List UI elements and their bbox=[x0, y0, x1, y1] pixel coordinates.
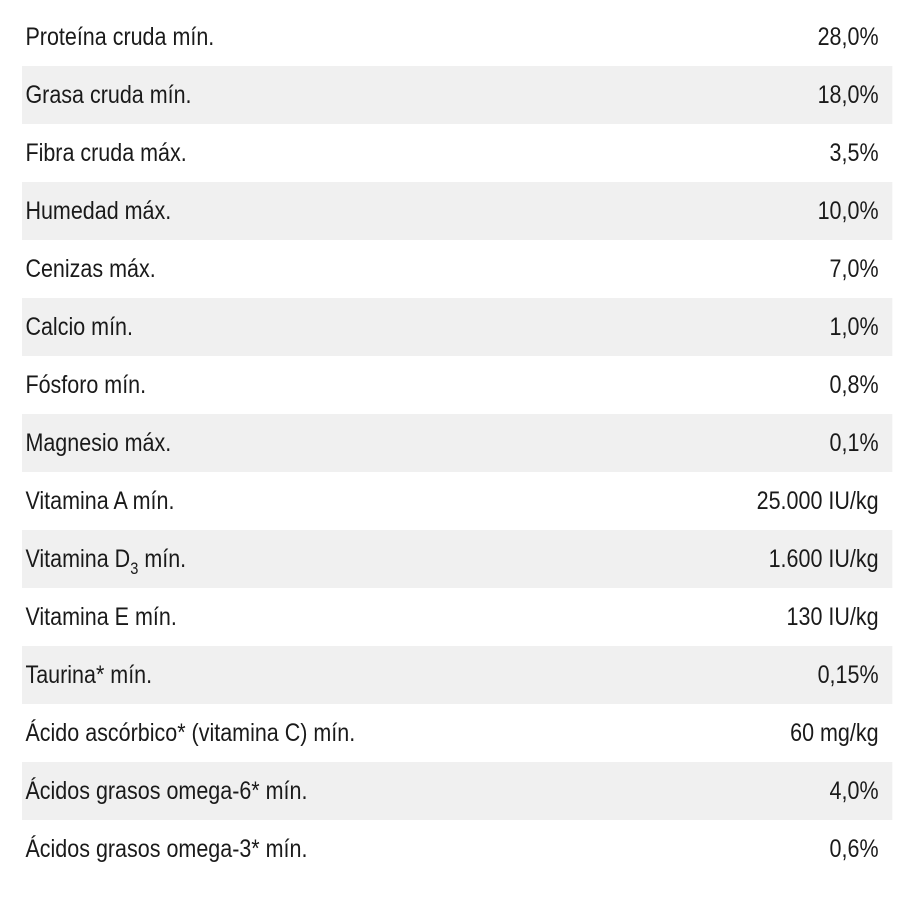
table-row: Magnesio máx. 0,1% bbox=[22, 414, 893, 472]
table-row: Grasa cruda mín. 18,0% bbox=[22, 66, 893, 124]
table-row: Fibra cruda máx. 3,5% bbox=[22, 124, 892, 182]
nutrient-label: Vitamina D3 mín. bbox=[25, 544, 187, 578]
table-row: Vitamina D3 mín. 1.600 IU/kg bbox=[22, 530, 893, 588]
nutrient-value: 3,5% bbox=[829, 138, 879, 167]
nutrient-label: Ácido ascórbico* (vitamina C) mín. bbox=[25, 718, 356, 747]
nutrient-value: 0,1% bbox=[829, 428, 879, 457]
nutrient-value: 1,0% bbox=[829, 312, 879, 341]
nutrient-value: 60 mg/kg bbox=[790, 718, 879, 747]
nutrient-value: 7,0% bbox=[829, 254, 879, 283]
nutrient-value: 1.600 IU/kg bbox=[768, 544, 879, 573]
table-row: Calcio mín. 1,0% bbox=[22, 298, 893, 356]
nutrient-value: 10,0% bbox=[817, 196, 879, 225]
nutrient-label: Fósforo mín. bbox=[25, 370, 147, 399]
table-row: Ácido ascórbico* (vitamina C) mín. 60 mg… bbox=[22, 704, 892, 762]
nutrient-label-text: Vitamina D bbox=[25, 544, 131, 573]
table-row: Taurina* mín. 0,15% bbox=[22, 646, 893, 704]
table-row: Humedad máx. 10,0% bbox=[22, 182, 893, 240]
table-row: Ácidos grasos omega-3* mín. 0,6% bbox=[22, 820, 892, 878]
nutrient-value: 0,15% bbox=[817, 660, 879, 689]
nutrient-label: Ácidos grasos omega-6* mín. bbox=[25, 776, 308, 805]
table-row: Fósforo mín. 0,8% bbox=[22, 356, 892, 414]
table-row: Proteína cruda mín. 28,0% bbox=[22, 8, 892, 66]
nutrient-label: Humedad máx. bbox=[25, 196, 172, 225]
subscript: 3 bbox=[130, 558, 139, 578]
nutrient-label: Vitamina A mín. bbox=[25, 486, 175, 515]
table-row: Cenizas máx. 7,0% bbox=[22, 240, 892, 298]
table-row: Ácidos grasos omega-6* mín. 4,0% bbox=[22, 762, 893, 820]
nutrient-label: Vitamina E mín. bbox=[25, 602, 177, 631]
nutrient-label: Taurina* mín. bbox=[25, 660, 153, 689]
nutrient-label: Magnesio máx. bbox=[25, 428, 172, 457]
nutrient-value: 130 IU/kg bbox=[786, 602, 879, 631]
nutrient-value: 4,0% bbox=[829, 776, 879, 805]
nutrition-analysis-table: Proteína cruda mín. 28,0% Grasa cruda mí… bbox=[0, 8, 900, 878]
nutrient-value: 0,6% bbox=[829, 834, 879, 863]
nutrient-value: 0,8% bbox=[829, 370, 879, 399]
nutrient-value: 18,0% bbox=[817, 80, 879, 109]
nutrient-label-suffix: mín. bbox=[138, 544, 187, 573]
nutrient-value: 25.000 IU/kg bbox=[756, 486, 879, 515]
nutrient-value: 28,0% bbox=[817, 22, 879, 51]
nutrient-label: Calcio mín. bbox=[25, 312, 133, 341]
nutrient-label: Grasa cruda mín. bbox=[25, 80, 192, 109]
nutrient-label: Ácidos grasos omega-3* mín. bbox=[25, 834, 308, 863]
table-row: Vitamina E mín. 130 IU/kg bbox=[22, 588, 892, 646]
table-row: Vitamina A mín. 25.000 IU/kg bbox=[22, 472, 892, 530]
nutrient-label: Cenizas máx. bbox=[25, 254, 156, 283]
nutrient-label: Proteína cruda mín. bbox=[25, 22, 215, 51]
nutrient-label: Fibra cruda máx. bbox=[25, 138, 187, 167]
